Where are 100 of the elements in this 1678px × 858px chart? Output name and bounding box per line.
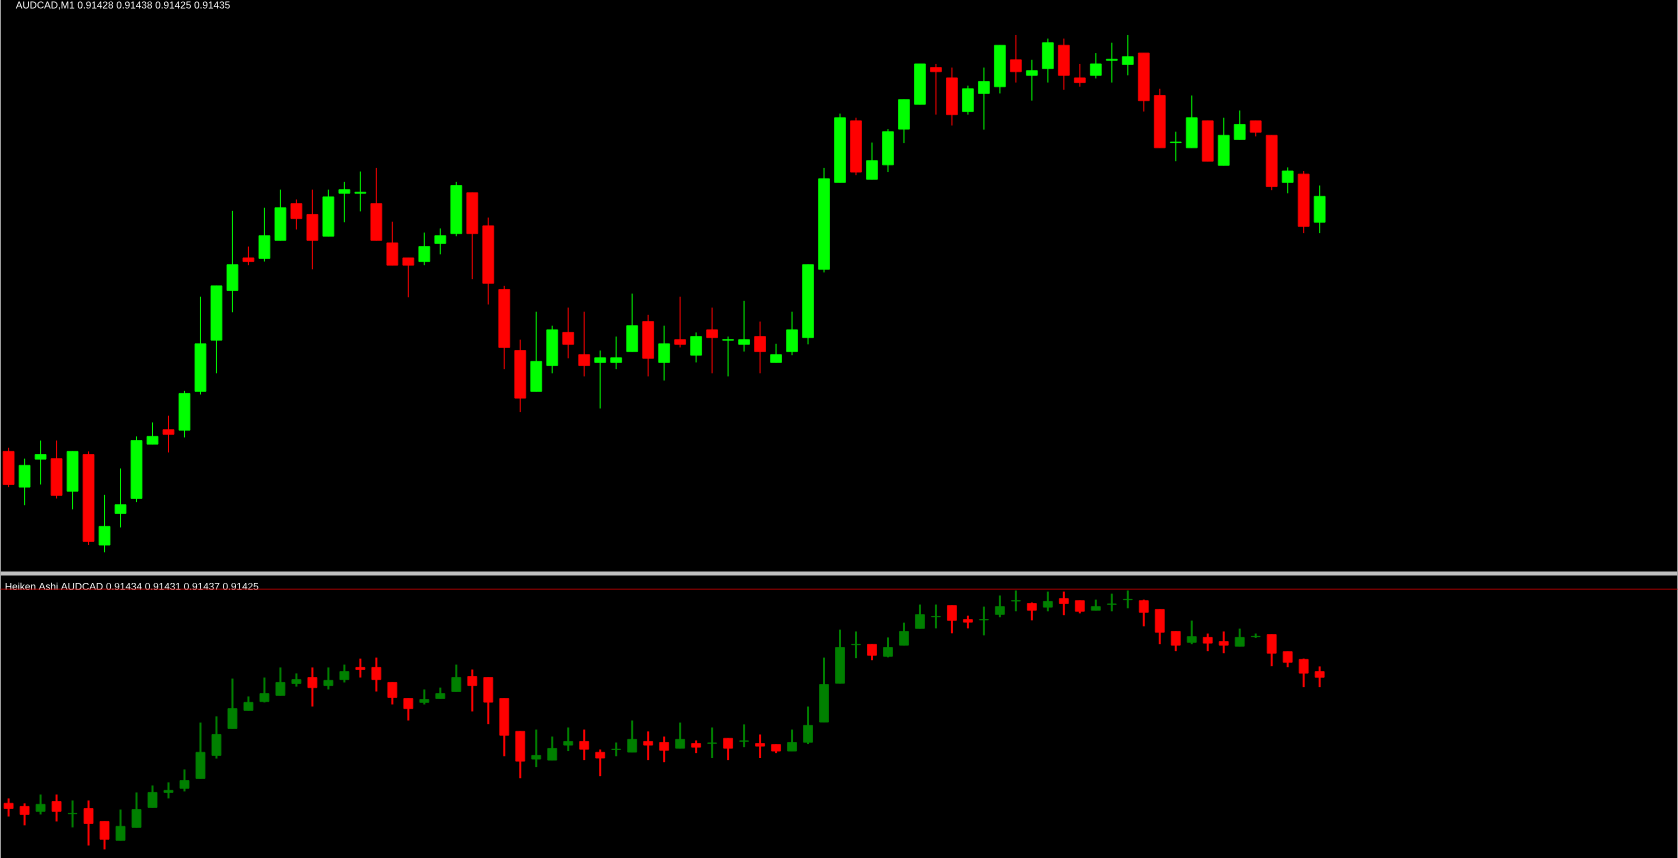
candlestick [147,784,158,809]
candlestick [210,285,223,374]
candlestick [1011,589,1021,613]
candlestick [466,192,479,280]
candlestick [99,820,110,851]
candlestick [1137,52,1150,112]
candlestick [1249,120,1262,137]
candlestick [51,793,62,823]
candlestick [211,715,222,760]
candlestick [259,676,270,704]
chart-title: AUDCAD,M1 0.91428 0.91438 0.91425 0.91435 [15,1,230,10]
candlestick [307,666,318,708]
candlestick [2,447,15,488]
candlestick [323,666,334,691]
candlestick [131,791,142,829]
candlestick [1201,120,1214,162]
candlestick [594,349,607,409]
candlestick [739,723,749,748]
candlestick [370,167,383,241]
candlestick [114,467,127,528]
candlestick [275,666,286,697]
candlestick [531,728,542,768]
candlestick [643,730,654,761]
candlestick [179,768,190,793]
candlestick [242,245,255,266]
candlestick [146,421,159,445]
candlestick [1185,94,1198,149]
candlestick [243,695,254,712]
candlestick [322,188,335,237]
candlestick [34,439,47,485]
candlestick [626,292,638,352]
candlestick [290,198,303,230]
candlestick [722,335,734,377]
candlestick [227,677,238,730]
candlestick [563,726,574,752]
candlestick [1217,117,1230,166]
candlestick [19,802,30,827]
candlestick [1153,88,1166,149]
candlestick [354,170,367,212]
candlestick [1265,134,1278,191]
candlestick [738,300,750,352]
candlestick [1218,630,1229,655]
candlestick [83,799,94,847]
candlestick [291,672,302,688]
candlestick [1121,34,1134,76]
candlestick [178,390,191,438]
candlestick [274,188,287,241]
candlestick [258,207,271,262]
candlestick [691,739,701,754]
candlestick [963,614,973,630]
candlestick [115,808,126,842]
candlestick [130,435,143,503]
candlestick [1313,184,1326,234]
candlestick [562,306,575,359]
candlestick [706,306,718,374]
candlestick [50,439,63,499]
candlestick [419,688,430,706]
candlestick [1297,170,1310,234]
candlestick [1233,109,1246,140]
candlestick [546,325,559,374]
candlestick [163,781,174,800]
candlestick [162,415,175,453]
candlestick [82,450,95,546]
candlestick [450,181,463,237]
candlestick [1090,598,1101,612]
candlestick [1169,131,1182,162]
candlestick [306,188,319,270]
candlestick [66,450,79,510]
candlestick [514,338,527,413]
candlestick [787,728,797,752]
candlestick [755,733,765,759]
candlestick [35,793,46,816]
candlestick [1074,63,1086,88]
candlestick [226,210,239,313]
candlestick [498,285,511,370]
candlestick [195,721,206,780]
candlestick [771,743,781,754]
candlestick [1106,592,1117,613]
chart-title: Heiken Ashi AUDCAD 0.91434 0.91431 0.91437 0.91425 [5,582,259,590]
candlestick [338,181,351,223]
candlestick [770,343,782,363]
candlestick [530,311,543,392]
candlestick [1281,166,1294,194]
candlestick [402,257,415,298]
candlestick [1105,42,1118,83]
candlestick [67,799,78,829]
candlestick [18,457,31,506]
candlestick [707,726,717,759]
candlestick [3,797,14,818]
candlestick [418,231,431,266]
candlestick [386,221,399,266]
candlestick [914,63,926,105]
candlestick [98,494,111,553]
candlestick [610,335,623,370]
candlestick [578,311,591,377]
candlestick [1089,52,1102,79]
candlestick [434,227,447,255]
candlestick [194,296,207,395]
candlestick [482,216,495,305]
candlestick [1026,59,1038,101]
